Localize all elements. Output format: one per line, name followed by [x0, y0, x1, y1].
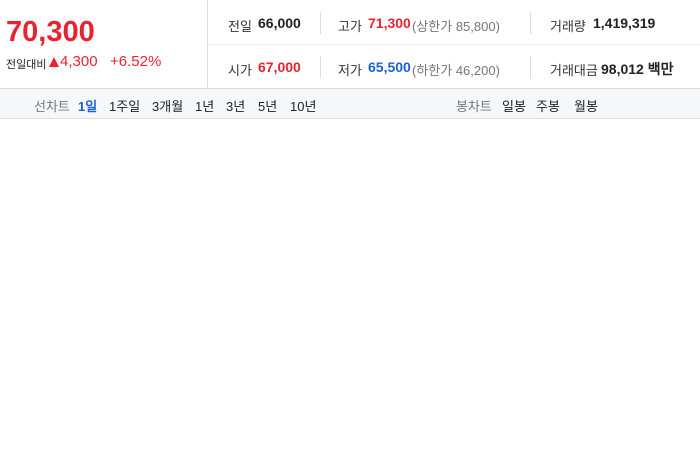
change-label: 전일대비 [6, 59, 47, 71]
divider [320, 56, 321, 78]
divider [207, 0, 208, 88]
period-tab[interactable]: 일봉 [502, 99, 526, 114]
stat-label: 시가 [228, 63, 252, 78]
change: 4,300 [60, 53, 98, 70]
divider [530, 56, 531, 78]
stat-value: 98,012 백만 [601, 61, 674, 77]
stat-value: 1,419,319 [593, 15, 656, 31]
period-tab[interactable]: 1년 [195, 99, 215, 114]
stat-label: 거래량 [550, 19, 586, 34]
period-tab[interactable]: 3년 [226, 99, 246, 114]
header: 70,300 전일대비 71,50069,98868,47566,96365,4… [0, 0, 700, 89]
period-tab[interactable]: 3개월 [152, 99, 184, 114]
period-tab[interactable]: 5년 [258, 99, 278, 114]
stat-value: 66,000 [258, 15, 301, 31]
period-tab[interactable]: 1일 [78, 99, 98, 114]
stat-value: 67,000 [258, 59, 301, 75]
period-tab[interactable]: 월봉 [574, 99, 598, 114]
stat-label: 고가 [338, 19, 362, 34]
change-pct: +6.52% [110, 53, 162, 70]
stat-value: 65,500 [368, 59, 411, 75]
stat-label: 저가 [338, 63, 362, 78]
tab-group-label: 선차트 [34, 99, 70, 114]
period-tab[interactable]: 주봉 [536, 99, 560, 114]
price: 70,300 [6, 16, 95, 48]
up-arrow: 71,50069,98868,47566,96365,45012/2612/27… [48, 56, 60, 68]
chart [0, 119, 700, 450]
divider [208, 44, 700, 45]
stat-label: 거래대금 [550, 63, 598, 78]
stat-note: (상한가 85,800) [412, 19, 500, 34]
period-tab[interactable]: 10년 [290, 99, 317, 114]
divider [530, 12, 531, 34]
stat-note: (하한가 46,200) [412, 63, 500, 78]
divider [320, 12, 321, 34]
stat-value: 71,300 [368, 15, 411, 31]
tab-group-label: 봉차트 [456, 99, 492, 114]
stat-label: 전일 [228, 19, 252, 34]
tab-bar: 선차트 봉차트 1일 1주일 3개월 1년 3년 5년 10년 일봉 주봉 월봉 [0, 89, 700, 119]
period-tab[interactable]: 1주일 [109, 99, 141, 114]
